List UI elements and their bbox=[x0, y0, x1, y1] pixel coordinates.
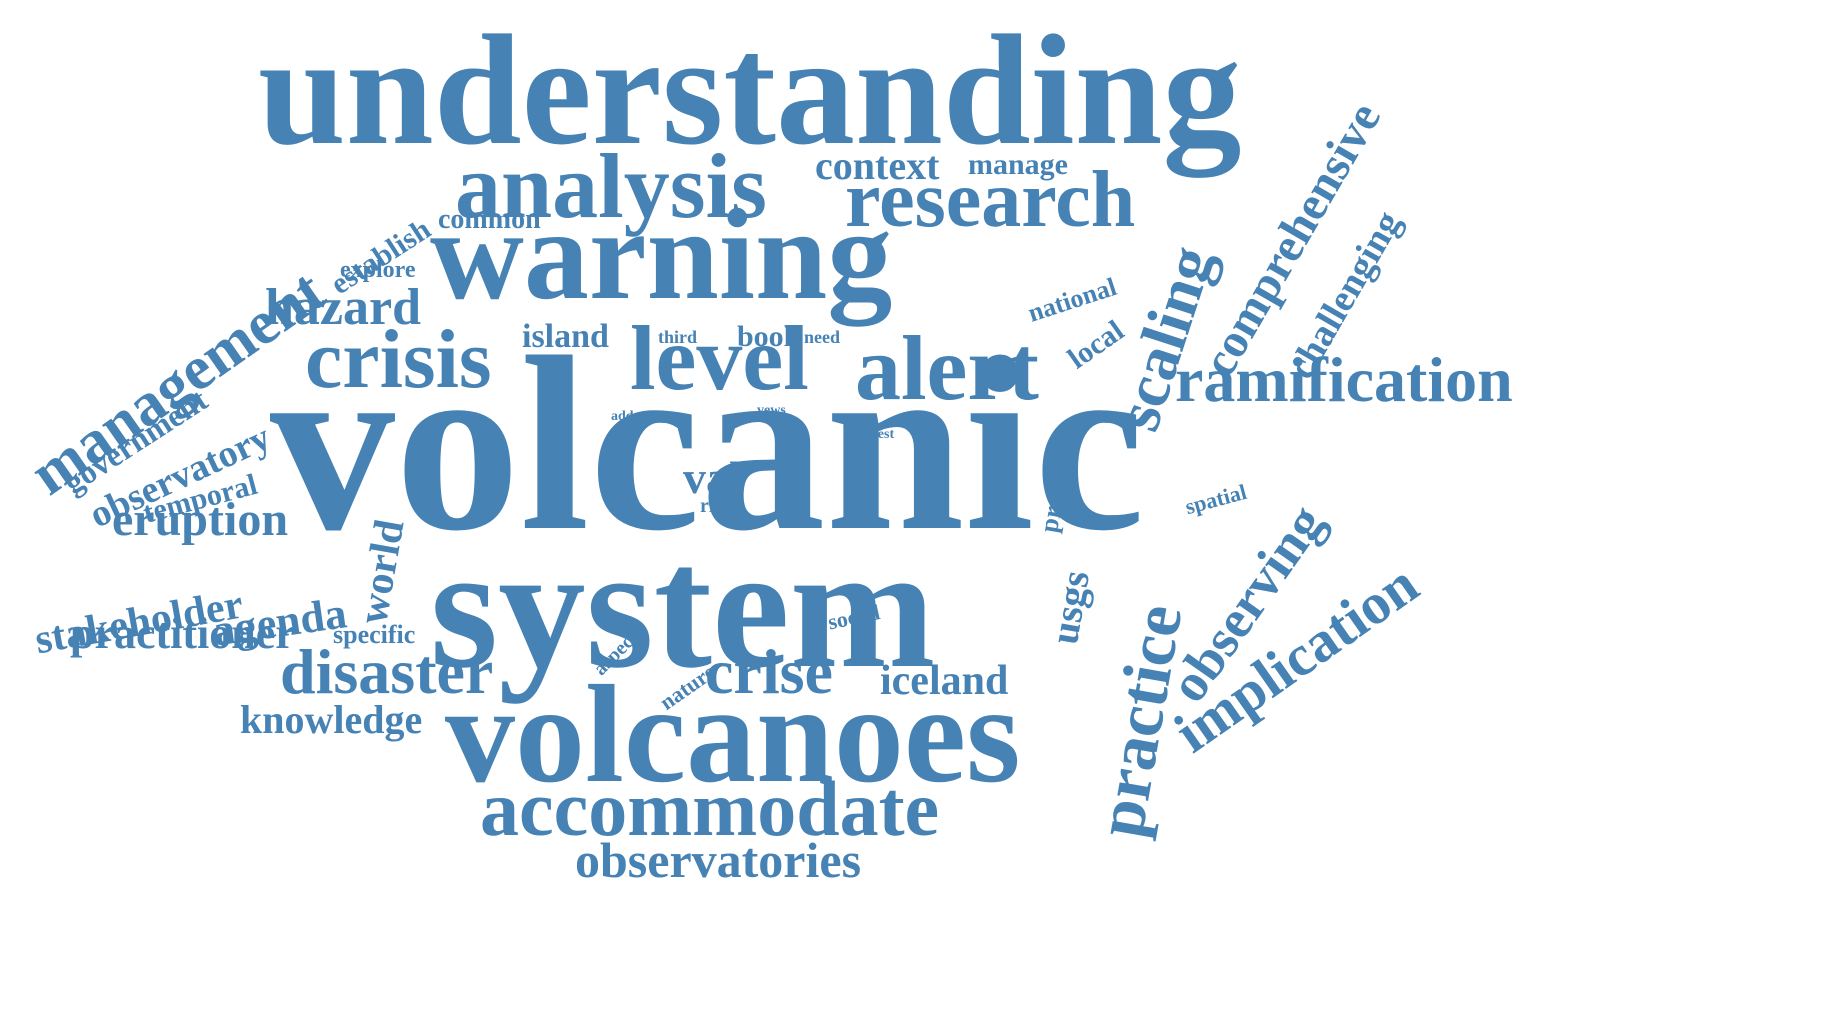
word-hazard: hazard bbox=[265, 279, 421, 336]
word-system: system bbox=[430, 510, 936, 704]
word-crisis: crisis bbox=[305, 313, 492, 406]
word-volcanoes: volcanoes bbox=[445, 657, 1021, 812]
word-level: level bbox=[630, 307, 809, 409]
word-vews: vews bbox=[757, 403, 786, 418]
word-val: val bbox=[683, 452, 742, 503]
word-risk: risk bbox=[700, 495, 734, 517]
word-specific: specific bbox=[333, 620, 416, 649]
word-spatial: spatial bbox=[1182, 478, 1250, 520]
word-volcanic: volcanic bbox=[270, 306, 1145, 583]
word-need: need bbox=[804, 327, 840, 347]
word-addr: addr bbox=[611, 409, 640, 424]
word-manage: manage bbox=[968, 148, 1068, 181]
word-observatories: observatories bbox=[575, 832, 862, 888]
word-warning: warning bbox=[430, 183, 893, 327]
word-knowledge: knowledge bbox=[240, 697, 423, 742]
word-eruption: eruption bbox=[112, 493, 289, 546]
word-research: research bbox=[845, 156, 1136, 244]
word-crise: crise bbox=[705, 636, 833, 707]
word-analysis: analysis bbox=[455, 135, 767, 237]
word-practitioner: practitioner bbox=[70, 609, 295, 658]
word-book: book bbox=[737, 320, 801, 353]
word-best: best bbox=[870, 427, 895, 442]
word-third: third bbox=[658, 327, 698, 347]
word-explore: explore bbox=[340, 257, 416, 283]
word-understanding: understanding bbox=[258, 3, 1242, 178]
word-context: context bbox=[815, 143, 940, 188]
word-iceland: iceland bbox=[880, 658, 1009, 704]
word-island: island bbox=[522, 318, 609, 355]
word-accommodate: accommodate bbox=[480, 765, 940, 852]
word-ramification: ramification bbox=[1175, 344, 1513, 415]
word-usgs: usgs bbox=[1041, 567, 1099, 648]
word-alert: alert bbox=[855, 317, 1039, 419]
word-disaster: disaster bbox=[280, 636, 494, 707]
word-common: common bbox=[438, 204, 541, 235]
